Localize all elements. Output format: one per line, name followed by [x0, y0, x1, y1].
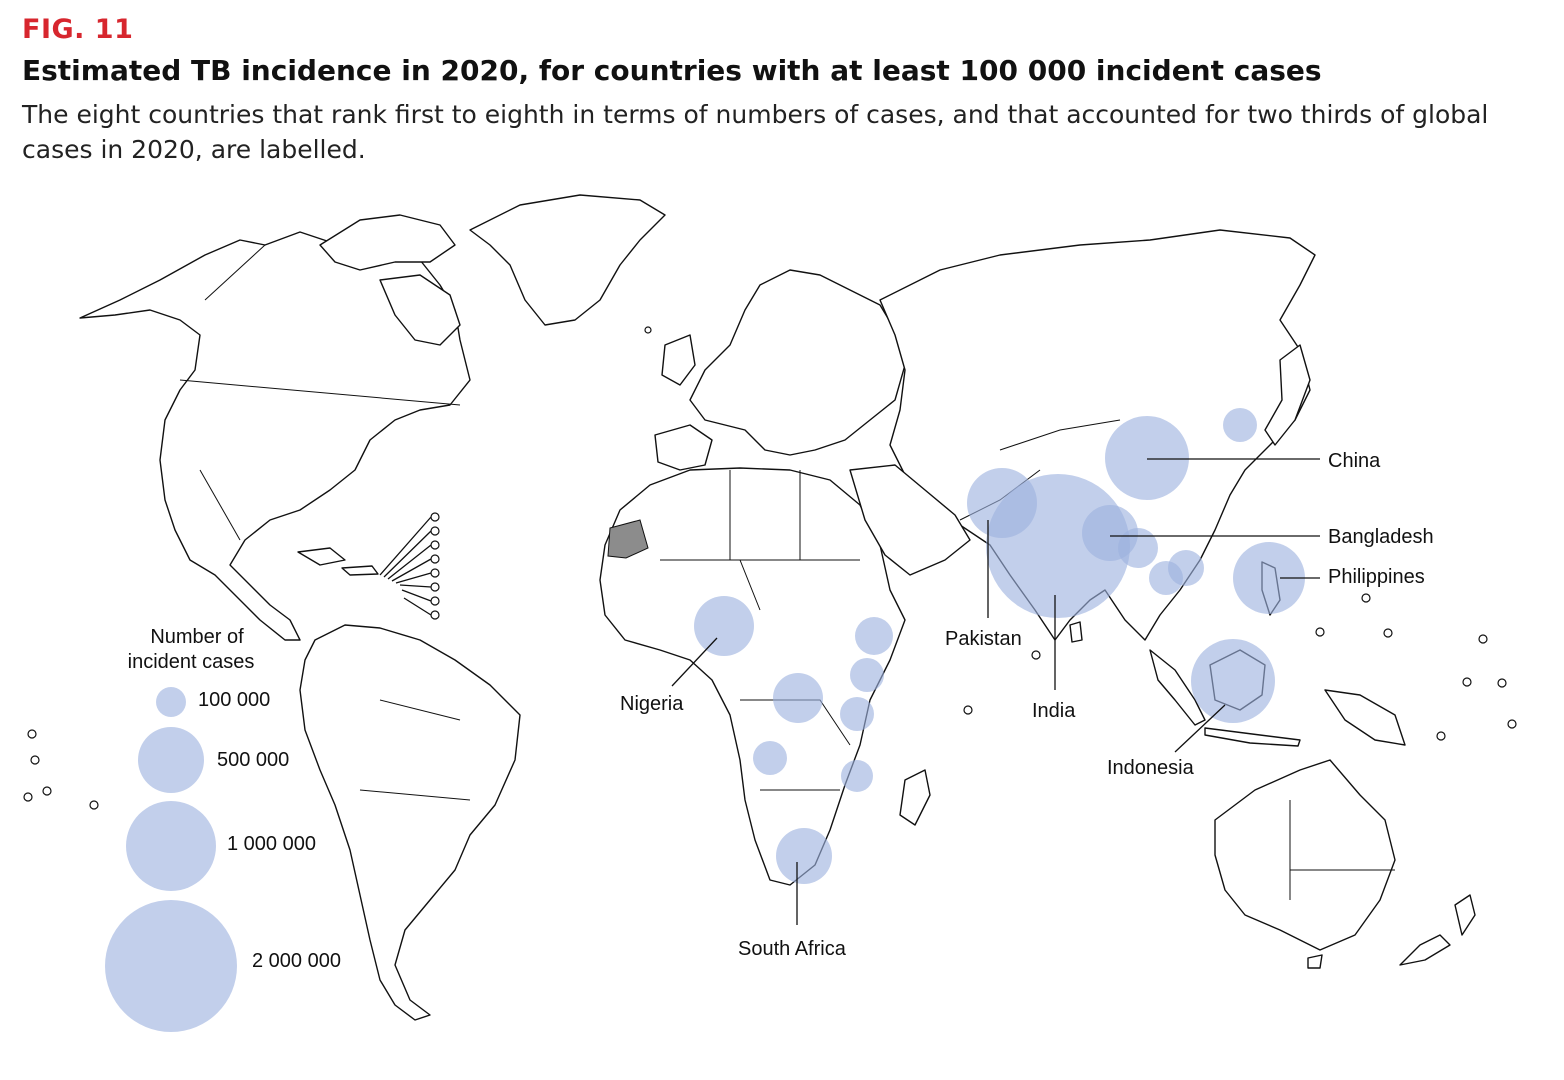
bubble-angola: [753, 741, 787, 775]
figure-subtitle: The eight countries that rank first to e…: [22, 100, 1489, 164]
bubble-philippines: [1233, 542, 1305, 614]
bubble-viet-nam: [1168, 550, 1204, 586]
bubble-nigeria: [694, 596, 754, 656]
caribbean-leaders: [379, 516, 432, 616]
legend-label-500000: 500 000: [217, 749, 289, 771]
new-guinea-land: [1324, 689, 1406, 746]
western-sahara-shaded: [607, 519, 649, 559]
label-china: China: [1328, 450, 1381, 472]
bubble-pakistan: [967, 468, 1037, 538]
legend-title-line1: Number of: [150, 626, 244, 648]
legend-bubble-500000: [138, 727, 204, 793]
legend-title-line2: incident cases: [128, 651, 255, 673]
bubble-dr-congo: [773, 673, 823, 723]
bubble-china: [1105, 416, 1189, 500]
label-bangladesh: Bangladesh: [1328, 526, 1434, 548]
figure-number: FIG. 11: [22, 14, 134, 45]
bubble-myanmar: [1118, 528, 1158, 568]
new-zealand-land: [1399, 894, 1476, 966]
label-leaders: [671, 458, 1320, 925]
baffin-island: [379, 274, 461, 346]
sri-lanka-land: [1069, 621, 1083, 643]
label-india: India: [1032, 700, 1076, 722]
legend-bubble-100000: [156, 687, 186, 717]
legend-bubble-1000000: [126, 801, 216, 891]
iberia-land: [654, 424, 713, 471]
japan-land: [1264, 344, 1311, 446]
legend-label-100000: 100 000: [198, 689, 270, 711]
legend-label-1000000: 1 000 000: [227, 833, 316, 855]
legend-label-2000000: 2 000 000: [252, 950, 341, 972]
bubble-tanzania: [840, 697, 874, 731]
australia-land: [1214, 759, 1396, 951]
bubble-south-africa: [776, 828, 832, 884]
south-america-land: [299, 624, 521, 1021]
label-pakistan: Pakistan: [945, 628, 1022, 650]
uk-land: [661, 334, 696, 386]
arabia-land: [849, 464, 971, 576]
label-south-africa: South Africa: [738, 938, 847, 960]
arctic-islands: [319, 214, 456, 271]
label-nigeria: Nigeria: [620, 693, 684, 715]
greenland-land: [469, 194, 666, 326]
legend: Number of incident cases 100 000 500 000…: [105, 626, 341, 1032]
bubble-indonesia: [1191, 639, 1275, 723]
label-indonesia: Indonesia: [1107, 757, 1195, 779]
madagascar-land: [899, 769, 931, 826]
label-philippines: Philippines: [1328, 566, 1425, 588]
legend-bubble-2000000: [105, 900, 237, 1032]
bubble-kenya: [850, 658, 884, 692]
caribbean-islands: [297, 547, 379, 576]
sumatra-java-land: [1149, 649, 1301, 747]
bubble-dpr-korea: [1223, 408, 1257, 442]
bubble-ethiopia: [855, 617, 893, 655]
small-islands: [23, 326, 1517, 810]
europe-land: [689, 269, 906, 456]
country-labels: China Bangladesh Philippines Pakistan In…: [620, 450, 1434, 960]
bubble-mozambique: [841, 760, 873, 792]
incidence-bubbles: [694, 408, 1305, 884]
figure-title: Estimated TB incidence in 2020, for coun…: [22, 54, 1322, 87]
tasmania-land: [1307, 954, 1323, 969]
